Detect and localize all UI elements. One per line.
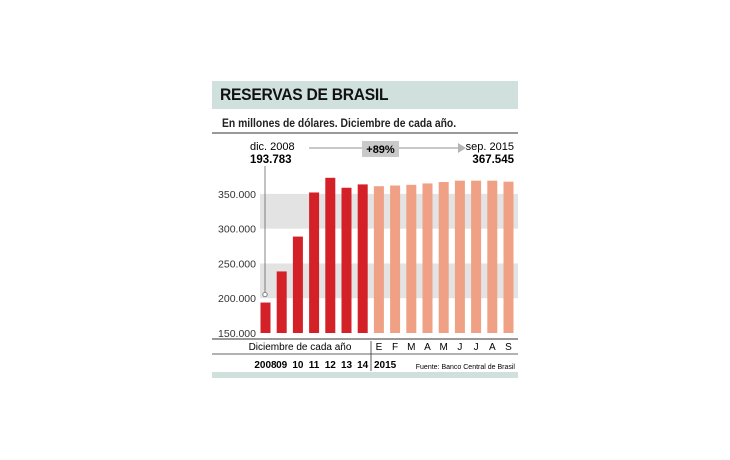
bar-10 bbox=[292, 236, 303, 333]
x-tick-label: A bbox=[424, 342, 431, 353]
x-tick-label: 12 bbox=[325, 360, 337, 371]
change-arrow-head bbox=[458, 143, 466, 153]
x-tick-label: F bbox=[392, 342, 398, 353]
x-tick-label: 13 bbox=[341, 360, 353, 371]
x-tick-label: 10 bbox=[292, 360, 304, 371]
change-badge: +89% bbox=[366, 144, 395, 156]
bar-A bbox=[487, 180, 498, 333]
chart-title: RESERVAS DE BRASIL bbox=[220, 85, 389, 104]
bar-09 bbox=[276, 271, 287, 333]
x-tick-label: M bbox=[440, 342, 448, 353]
y-tick-label: 150.000 bbox=[218, 328, 256, 340]
infographic: RESERVAS DE BRASIL En millones de dólare… bbox=[212, 81, 518, 379]
bar-J bbox=[471, 180, 482, 333]
x-tick-label: J bbox=[457, 342, 462, 353]
end-annotation-value: 367.545 bbox=[472, 154, 514, 166]
y-tick-label: 250.000 bbox=[218, 258, 256, 270]
bar-2008 bbox=[260, 302, 271, 333]
source-note: Fuente: Banco Central de Brasil bbox=[416, 364, 516, 371]
start-annotation-label: dic. 2008 bbox=[250, 141, 295, 153]
bar-14 bbox=[357, 184, 368, 333]
leader-dot bbox=[262, 291, 268, 298]
title-bar: RESERVAS DE BRASIL bbox=[212, 81, 518, 109]
change-badge-box bbox=[362, 141, 399, 157]
y-tick-label: 200.000 bbox=[218, 293, 256, 305]
y-tick-label: 300.000 bbox=[218, 224, 256, 236]
xgroup-left-label: Diciembre de cada año bbox=[249, 342, 352, 353]
bar-A bbox=[422, 183, 433, 333]
bar-E bbox=[373, 186, 384, 333]
chart-subtitle: En millones de dólares. Diciembre de cad… bbox=[222, 118, 457, 130]
bar-12 bbox=[325, 177, 336, 333]
bar-M bbox=[438, 182, 449, 333]
x-tick-label: A bbox=[489, 342, 496, 353]
x-tick-label: E bbox=[376, 342, 383, 353]
x-tick-label: 09 bbox=[276, 360, 288, 371]
bar-J bbox=[454, 180, 465, 333]
x-tick-label: 14 bbox=[357, 360, 369, 371]
x-tick-label: M bbox=[407, 342, 415, 353]
x-tick-label: 2008 bbox=[254, 360, 277, 371]
bar-13 bbox=[341, 187, 352, 333]
start-annotation-value: 193.783 bbox=[250, 154, 292, 166]
x-tick-label: S bbox=[505, 342, 512, 353]
y-axis: 150.000 200.000 250.000 300.000 350.000 bbox=[218, 189, 256, 340]
bar-11 bbox=[309, 192, 320, 333]
bars bbox=[260, 177, 514, 333]
bar-F bbox=[390, 185, 401, 333]
bar-M bbox=[406, 184, 417, 333]
bar-S bbox=[503, 181, 514, 333]
x-tick-label: J bbox=[474, 342, 479, 353]
x-axis-labels: 2008 09 10 11 12 13 14E F M A M J J A S bbox=[254, 342, 512, 371]
bar-chart: 150.000 200.000 250.000 300.000 350.000 dic.… bbox=[212, 132, 518, 371]
end-annotation-label: sep. 2015 bbox=[466, 141, 514, 153]
year-2015-label: 2015 bbox=[374, 360, 397, 371]
y-tick-label: 350.000 bbox=[218, 189, 256, 201]
x-tick-label: 11 bbox=[309, 360, 320, 371]
bottom-band bbox=[212, 372, 518, 378]
